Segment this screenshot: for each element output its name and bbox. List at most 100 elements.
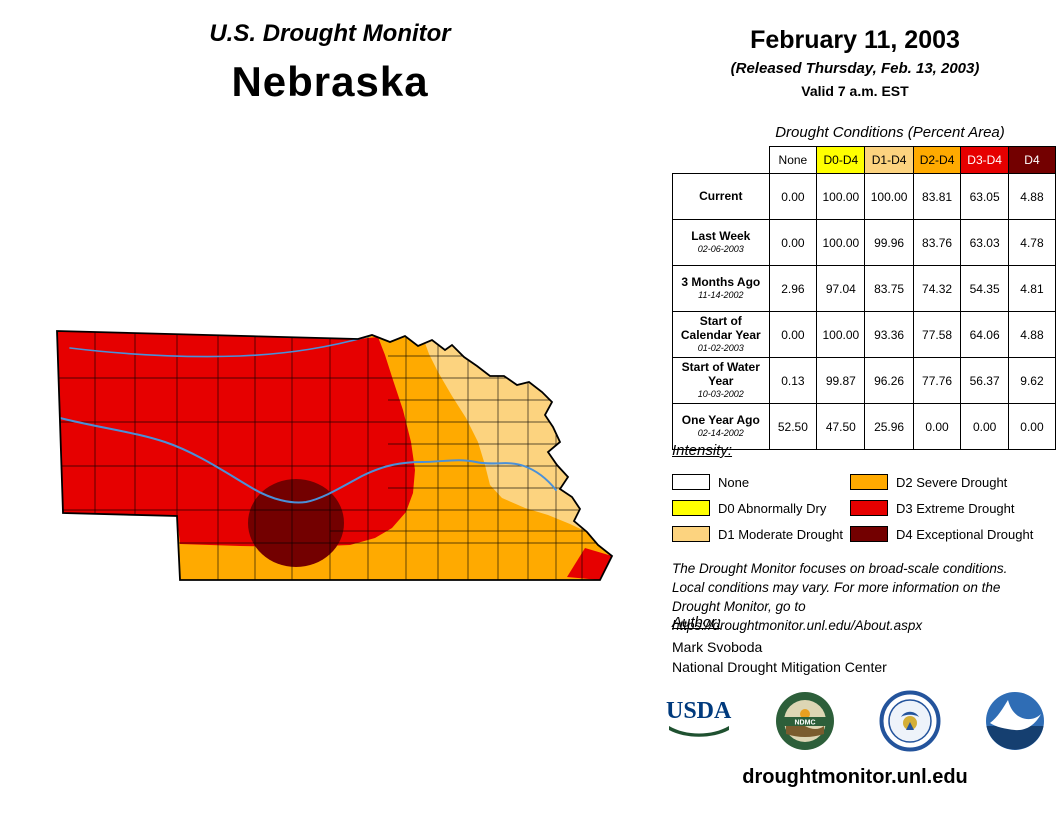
table-cell: 99.87: [816, 357, 866, 404]
footer-url: droughtmonitor.unl.edu: [742, 766, 968, 788]
col-header-d1-d4: D1-D4: [864, 146, 914, 174]
table-cell: 0.13: [768, 357, 818, 404]
col-header-d3-d4: D3-D4: [960, 146, 1009, 174]
table-cell: 0.00: [1007, 403, 1056, 450]
table-cell: 93.36: [864, 311, 914, 358]
d4-region: [248, 479, 344, 567]
ndmc-wordmark: NDMC: [795, 720, 816, 727]
row-date: 02-14-2002: [697, 428, 744, 438]
legend-item-d4: D4 Exceptional Drought: [850, 521, 1044, 547]
table-header-row: None D0-D4 D1-D4 D2-D4 D3-D4 D4: [673, 146, 1056, 174]
table-cell: 0.00: [960, 403, 1009, 450]
table-cell: 0.00: [768, 173, 818, 220]
disclaimer-line: Drought Monitor, go to https://droughtmo…: [672, 598, 923, 633]
legend-grid: None D0 Abnormally Dry D1 Moderate Droug…: [672, 469, 1044, 547]
ndmc-logo: NDMC: [776, 692, 835, 750]
table-cell: 63.03: [960, 219, 1009, 266]
nebraska-map-svg: [56, 330, 614, 581]
table-cell: 100.00: [864, 173, 914, 220]
table-cell: 0.00: [768, 219, 818, 266]
disclaimer-line: Local conditions may vary. For more info…: [672, 579, 1001, 595]
row-date: 02-06-2003: [697, 244, 744, 254]
agency-logos: USDA NDMC: [666, 690, 1046, 752]
legend-label: D3 Extreme Drought: [896, 500, 1015, 516]
map-date-block: February 11, 2003 (Released Thursday, Fe…: [660, 26, 1050, 99]
col-header-d0-d4: D0-D4: [816, 146, 866, 174]
legend-label: None: [718, 474, 750, 490]
table-cell: 56.37: [960, 357, 1009, 404]
table-title: Drought Conditions (Percent Area): [775, 124, 1005, 141]
table-cell: 77.58: [912, 311, 962, 358]
row-label: One Year Ago: [681, 413, 760, 428]
legend-item-d1: D1 Moderate Drought: [672, 521, 850, 547]
nebraska-map: [40, 290, 630, 602]
usda-wordmark: USDA: [666, 697, 732, 724]
legend-item-none: None: [672, 469, 850, 495]
row-label: Start of Calendar Year: [680, 314, 761, 343]
col-header-d2-d4: D2-D4: [912, 146, 962, 174]
state-border: [56, 330, 614, 581]
author-title: Author:: [672, 614, 721, 631]
intensity-legend: Intensity: None D0 Abnormally Dry D1 Mod…: [672, 442, 1044, 547]
table-cell: 54.35: [960, 265, 1009, 312]
table-cell: 4.81: [1007, 265, 1056, 312]
col-header-d4: D4: [1007, 146, 1056, 174]
table-cell: 63.05: [960, 173, 1009, 220]
state-title: Nebraska: [231, 58, 429, 105]
row-label: Last Week: [691, 229, 751, 244]
row-label: 3 Months Ago: [681, 275, 761, 290]
table-cell: 83.81: [912, 173, 962, 220]
table-cell: 4.78: [1007, 219, 1056, 266]
table-cell: 100.00: [816, 219, 866, 266]
niobrara-river: [69, 335, 371, 358]
table-cell: 64.06: [960, 311, 1009, 358]
legend-item-d0: D0 Abnormally Dry: [672, 495, 850, 521]
title-block: U.S. Drought Monitor Nebraska: [80, 20, 580, 106]
row-date: 11-14-2002: [698, 290, 744, 300]
table-cell: 9.62: [1007, 357, 1056, 404]
none-swatch: [672, 474, 710, 490]
table-cell: 100.00: [816, 311, 866, 358]
d2-swatch: [850, 474, 888, 490]
table-row-one-year-ago: One Year Ago 02-14-2002 52.50 47.50 25.9…: [672, 403, 1056, 450]
table-cell: 99.96: [864, 219, 914, 266]
noaa-logo: [985, 692, 1044, 750]
platte-river: [59, 417, 557, 504]
d0-swatch: [672, 500, 710, 516]
row-label: Current: [699, 188, 743, 203]
d3-swatch: [850, 500, 888, 516]
row-date: 01-02-2003: [697, 342, 744, 353]
table-cell: 2.96: [768, 265, 818, 312]
d1-swatch: [672, 526, 710, 542]
d1-region: [425, 340, 587, 532]
legend-label: D0 Abnormally Dry: [718, 500, 827, 516]
table-row-3-months-ago: 3 Months Ago 11-14-2002 2.96 97.04 83.75…: [672, 265, 1056, 312]
legend-label: D1 Moderate Drought: [718, 526, 844, 542]
author-name: Mark Svoboda: [672, 639, 763, 655]
table-cell: 4.88: [1007, 311, 1056, 358]
table-cell: 96.26: [864, 357, 914, 404]
table-cell: 52.50: [768, 403, 818, 450]
table-row-current: Current 0.00 100.00 100.00 83.81 63.05 4…: [672, 173, 1056, 220]
table-cell: 97.04: [816, 265, 866, 312]
usda-logo: USDA: [666, 699, 731, 744]
drought-conditions-table: None D0-D4 D1-D4 D2-D4 D3-D4 D4 Current …: [672, 146, 1056, 450]
table-cell: 0.00: [768, 311, 818, 358]
row-label: Start of Water Year: [681, 360, 760, 389]
usda-swoosh-icon: [668, 725, 729, 737]
legend-title: Intensity:: [672, 442, 733, 459]
author-org: National Drought Mitigation Center: [672, 659, 887, 675]
table-cell: 83.76: [912, 219, 962, 266]
disclaimer-text: The Drought Monitor focuses on broad-sca…: [672, 560, 1056, 636]
table-row-start-water-year: Start of Water Year 10-03-2002 0.13 99.8…: [672, 357, 1056, 404]
table-row-start-calendar-year: Start of Calendar Year 01-02-2003 0.00 1…: [672, 311, 1056, 358]
legend-item-d2: D2 Severe Drought: [850, 469, 1044, 495]
d4-swatch: [850, 526, 888, 542]
table-cell: 0.00: [912, 403, 962, 450]
d3-southeast-patch: [567, 548, 612, 580]
table-cell: 77.76: [912, 357, 962, 404]
legend-item-d3: D3 Extreme Drought: [850, 495, 1044, 521]
table-cell: 83.75: [864, 265, 914, 312]
disclaimer-line: The Drought Monitor focuses on broad-sca…: [672, 561, 1008, 576]
